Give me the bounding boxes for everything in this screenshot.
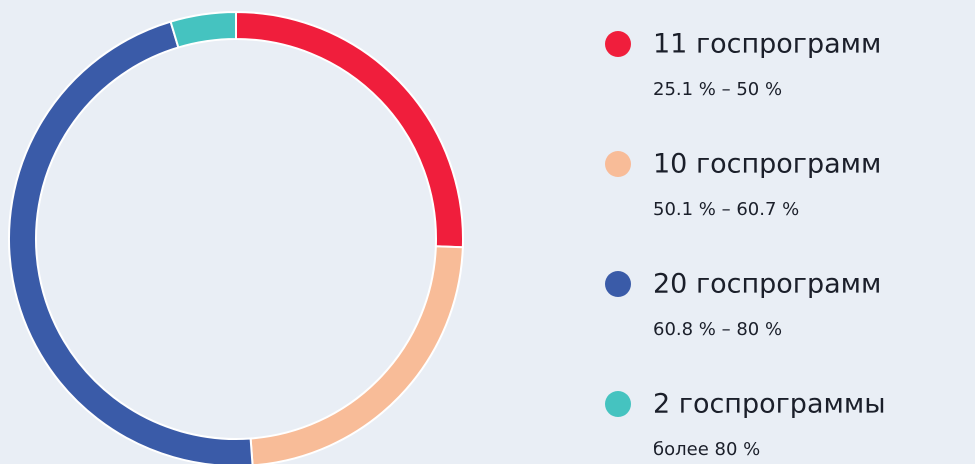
legend-marker xyxy=(605,151,631,177)
legend-description: более 80 % xyxy=(653,439,760,460)
legend-label: 11 госпрограмм xyxy=(653,29,881,60)
donut-segment xyxy=(249,245,464,464)
legend-description: 60.8 % – 80 % xyxy=(653,319,782,340)
legend-description: 50.1 % – 60.7 % xyxy=(653,199,799,220)
legend-label: 2 госпрограммы xyxy=(653,389,886,420)
donut-segment xyxy=(235,10,464,249)
legend-label: 20 госпрограмм xyxy=(653,269,881,300)
legend-marker xyxy=(605,391,631,417)
donut-segment xyxy=(169,10,237,49)
legend-description: 25.1 % – 50 % xyxy=(653,79,782,100)
donut-segment xyxy=(8,20,254,464)
legend-marker xyxy=(605,31,631,57)
legend-label: 10 госпрограмм xyxy=(653,149,881,180)
legend-marker xyxy=(605,271,631,297)
